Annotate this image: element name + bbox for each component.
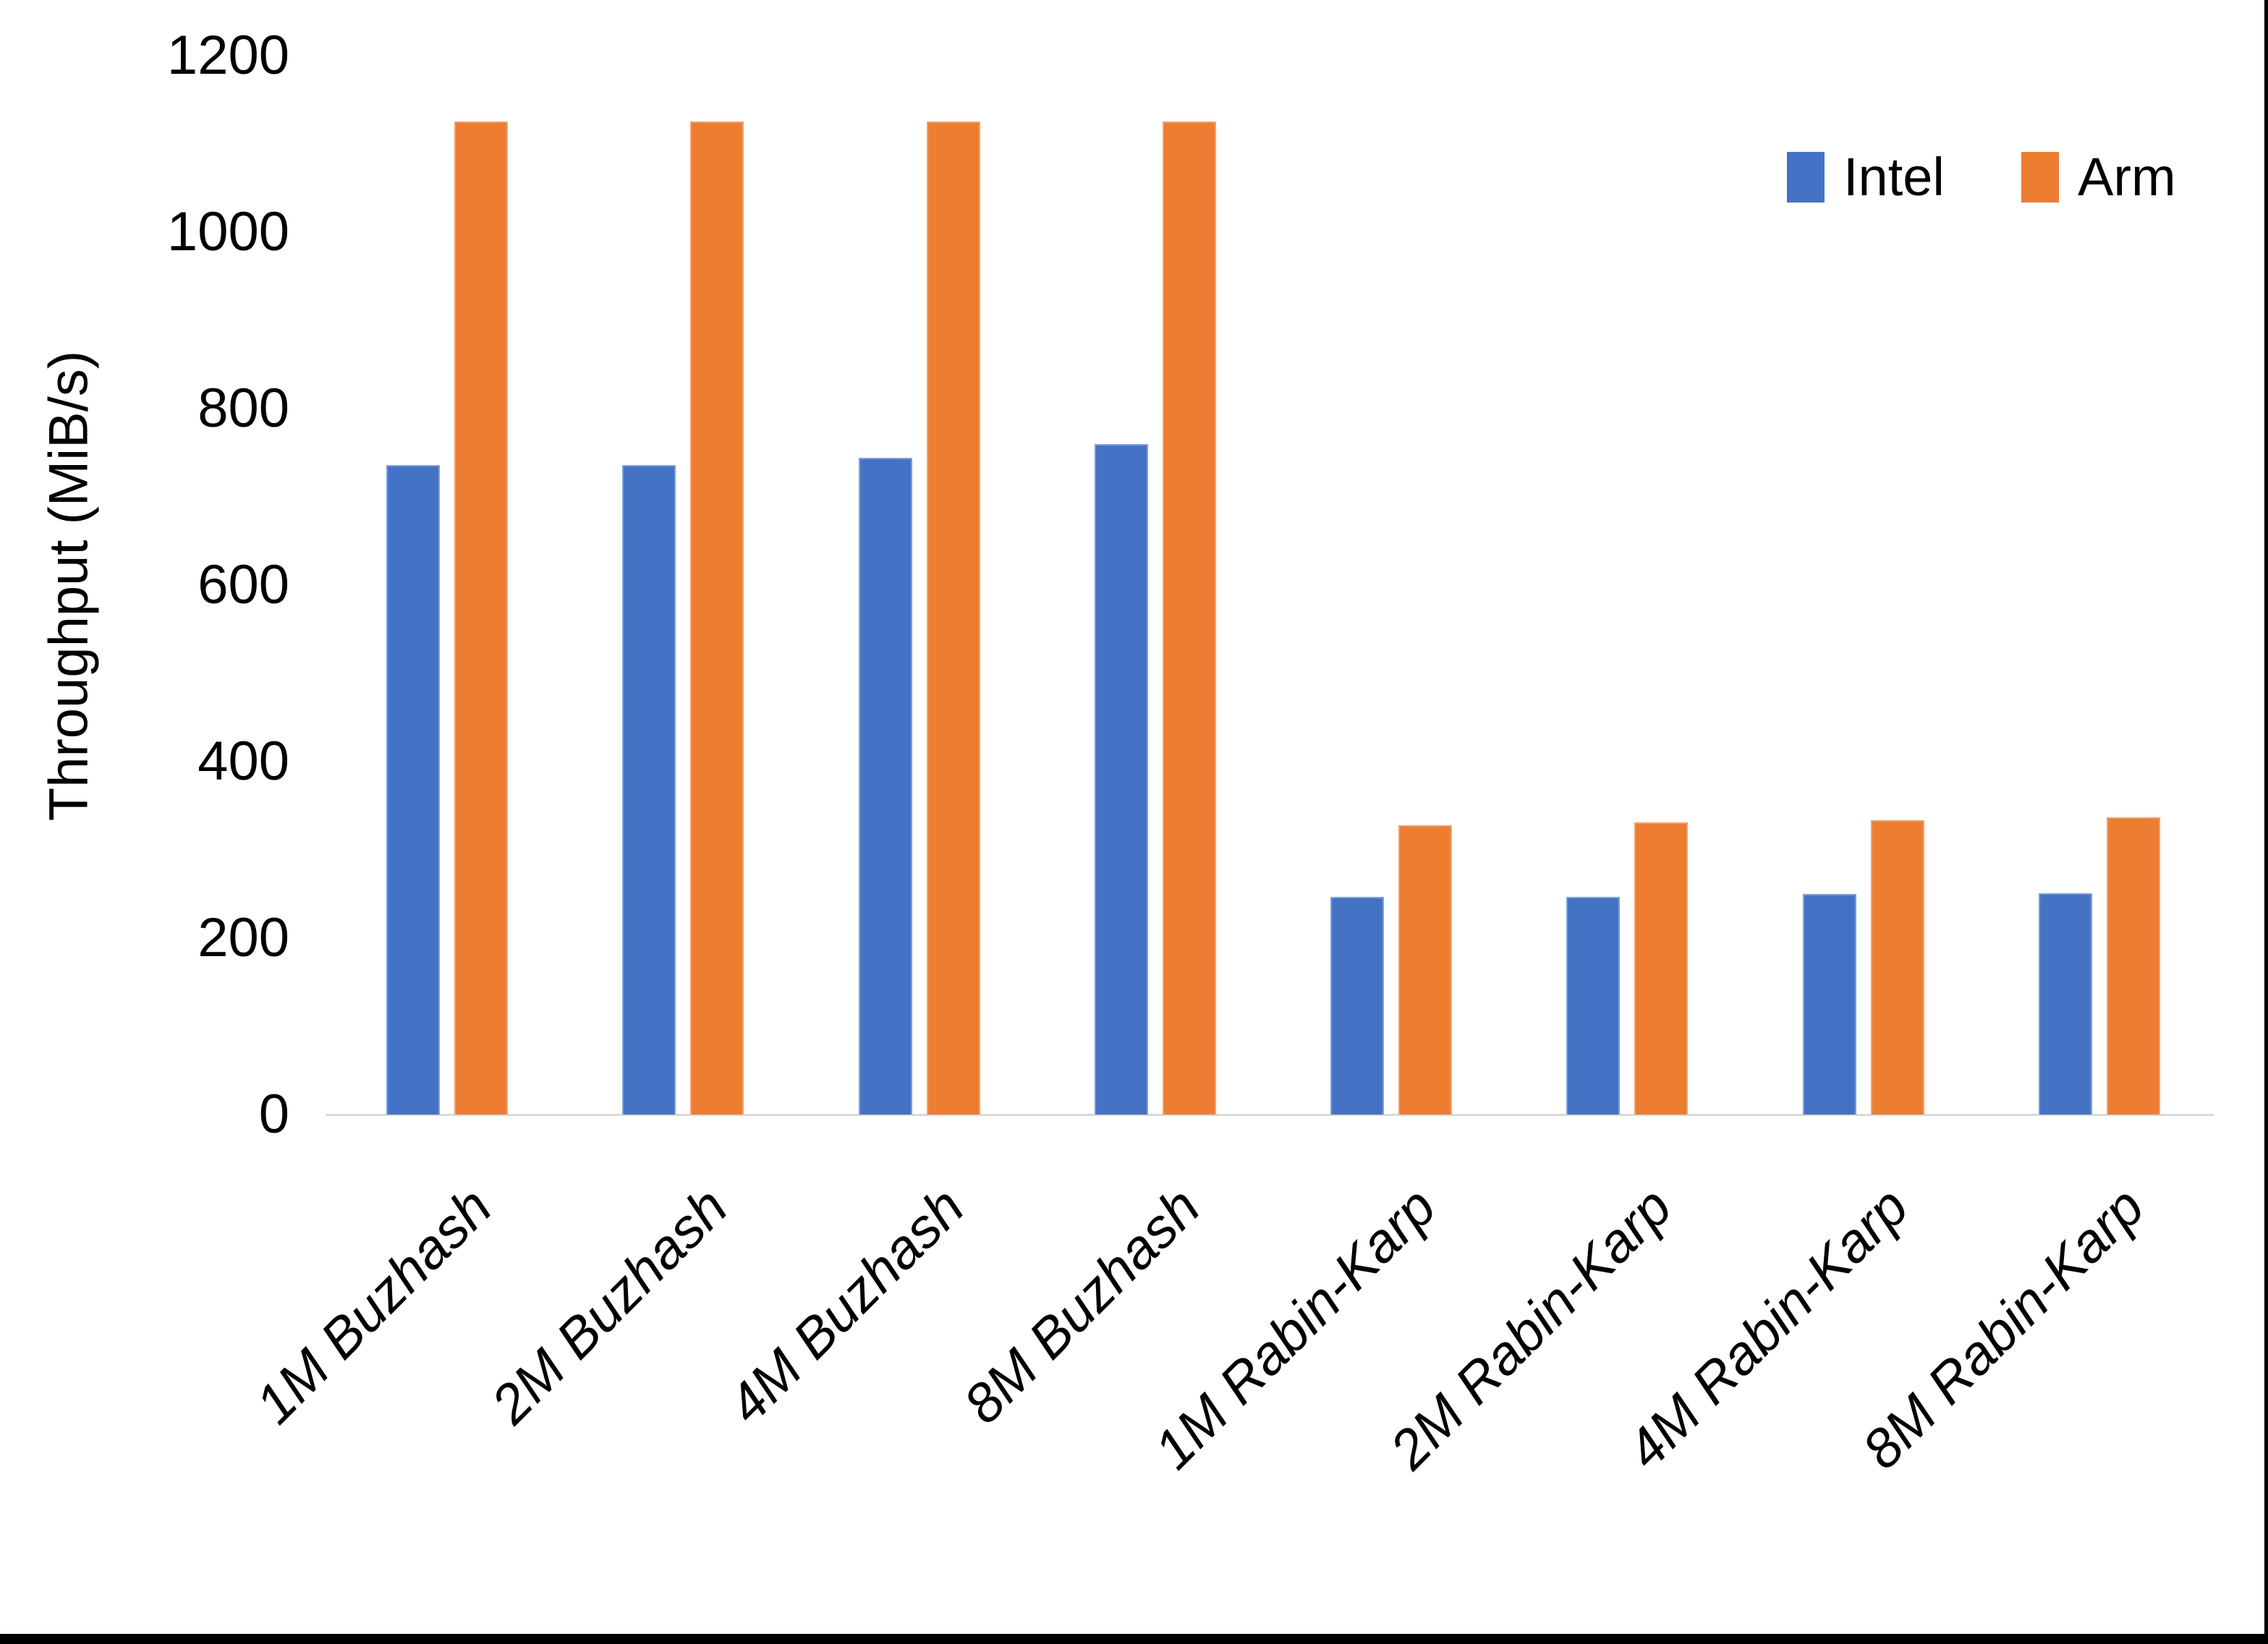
y-tick-label-800: 800 xyxy=(198,378,289,439)
bar-intel-1m-rabin-karp xyxy=(1330,897,1384,1115)
bar-arm-4m-buzhash xyxy=(927,122,980,1115)
screenshot-right-border xyxy=(2264,0,2268,1644)
y-tick-label-1200: 1200 xyxy=(166,25,289,86)
x-tick-label-1m-buzhash: 1M Buzhash xyxy=(244,1175,504,1436)
bar-arm-1m-buzhash xyxy=(454,122,508,1115)
bar-intel-2m-buzhash xyxy=(622,465,676,1115)
x-tick-label-4m-buzhash: 4M Buzhash xyxy=(716,1175,976,1436)
bar-arm-2m-rabin-karp xyxy=(1634,822,1688,1115)
y-tick-label-400: 400 xyxy=(198,731,289,792)
x-tick-label-2m-rabin-karp: 2M Rabin-Karp xyxy=(1378,1175,1683,1481)
bar-arm-4m-rabin-karp xyxy=(1871,820,1924,1115)
bar-intel-4m-buzhash xyxy=(859,458,912,1115)
legend-label-intel: Intel xyxy=(1843,147,1945,207)
y-tick-label-200: 200 xyxy=(198,907,289,968)
bar-intel-8m-buzhash xyxy=(1095,444,1148,1115)
x-tick-label-1m-rabin-karp: 1M Rabin-Karp xyxy=(1142,1175,1448,1481)
legend-item-intel: Intel xyxy=(1787,150,1945,204)
bar-arm-2m-buzhash xyxy=(690,122,744,1115)
legend-label-arm: Arm xyxy=(2078,147,2176,207)
bar-arm-8m-rabin-karp xyxy=(2107,817,2160,1115)
legend-swatch-arm xyxy=(2021,152,2059,203)
bar-intel-2m-rabin-karp xyxy=(1566,897,1620,1115)
bar-intel-1m-buzhash xyxy=(386,465,440,1115)
x-tick-label-8m-buzhash: 8M Buzhash xyxy=(952,1175,1212,1436)
plot-area xyxy=(326,56,2214,1116)
y-tick-label-1000: 1000 xyxy=(166,201,289,263)
bar-intel-4m-rabin-karp xyxy=(1803,894,1856,1115)
x-tick-label-4m-rabin-karp: 4M Rabin-Karp xyxy=(1615,1175,1920,1481)
x-tick-label-8m-rabin-karp: 8M Rabin-Karp xyxy=(1851,1175,2156,1481)
bar-arm-1m-rabin-karp xyxy=(1398,825,1452,1115)
bar-arm-8m-buzhash xyxy=(1163,122,1216,1115)
bar-intel-8m-rabin-karp xyxy=(2039,893,2092,1115)
y-tick-label-0: 0 xyxy=(258,1083,289,1145)
legend-item-arm: Arm xyxy=(2021,150,2176,204)
y-tick-label-600: 600 xyxy=(198,554,289,616)
x-axis-line xyxy=(326,1114,2214,1116)
x-tick-label-2m-buzhash: 2M Buzhash xyxy=(480,1175,739,1436)
legend-swatch-intel xyxy=(1787,152,1825,203)
screenshot-bottom-border xyxy=(0,1634,2268,1644)
